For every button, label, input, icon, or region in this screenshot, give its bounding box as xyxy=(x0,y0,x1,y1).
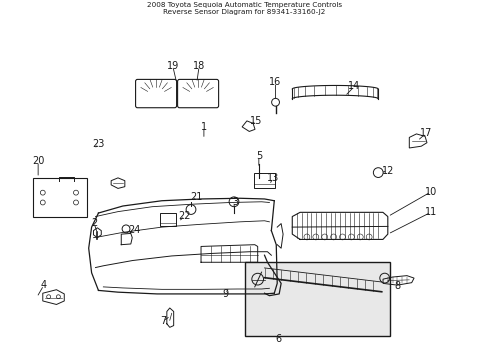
Text: 16: 16 xyxy=(269,77,281,87)
Text: 2: 2 xyxy=(91,218,97,228)
FancyBboxPatch shape xyxy=(135,80,176,108)
Text: 10: 10 xyxy=(424,187,436,197)
Text: 14: 14 xyxy=(347,81,360,91)
Text: 6: 6 xyxy=(274,334,281,344)
Bar xyxy=(33,178,86,217)
Text: 12: 12 xyxy=(381,166,393,176)
Text: 3: 3 xyxy=(231,197,238,207)
Text: 9: 9 xyxy=(222,289,228,299)
Text: 15: 15 xyxy=(250,116,262,126)
Text: 11: 11 xyxy=(424,207,436,217)
Bar xyxy=(160,213,176,226)
Text: 23: 23 xyxy=(92,139,105,149)
Text: 13: 13 xyxy=(266,173,279,183)
Text: 20: 20 xyxy=(32,156,44,166)
Text: 21: 21 xyxy=(190,192,203,202)
Text: 17: 17 xyxy=(419,128,431,138)
Text: 22: 22 xyxy=(178,211,191,221)
Text: 2008 Toyota Sequoia Automatic Temperature Controls
Reverse Sensor Diagram for 89: 2008 Toyota Sequoia Automatic Temperatur… xyxy=(146,2,342,15)
Bar xyxy=(244,262,389,336)
Text: 1: 1 xyxy=(201,122,206,132)
Text: 7: 7 xyxy=(160,316,166,327)
Text: 4: 4 xyxy=(41,280,47,290)
Text: 5: 5 xyxy=(255,151,262,161)
Text: 8: 8 xyxy=(393,281,400,291)
Text: 24: 24 xyxy=(128,225,141,235)
Text: 18: 18 xyxy=(193,62,205,71)
Text: 19: 19 xyxy=(166,62,179,71)
FancyBboxPatch shape xyxy=(177,80,218,108)
Bar xyxy=(253,173,275,188)
